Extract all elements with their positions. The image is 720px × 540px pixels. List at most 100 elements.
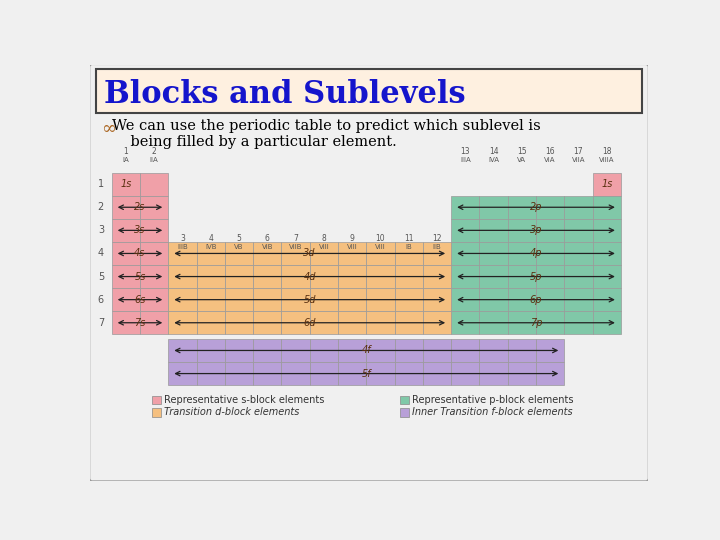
- Bar: [564, 219, 593, 242]
- Bar: [423, 311, 451, 334]
- Bar: [197, 311, 225, 334]
- Text: Representative s-block elements: Representative s-block elements: [163, 395, 324, 405]
- Bar: [508, 339, 536, 362]
- Bar: [172, 385, 572, 389]
- Bar: [253, 311, 282, 334]
- Text: 1s: 1s: [601, 179, 613, 189]
- Bar: [366, 265, 395, 288]
- Bar: [140, 242, 168, 265]
- Bar: [451, 288, 480, 311]
- Bar: [564, 311, 593, 334]
- Bar: [310, 362, 338, 385]
- Bar: [480, 195, 508, 219]
- Bar: [593, 265, 621, 288]
- Text: VIII: VIII: [375, 245, 386, 251]
- Bar: [112, 265, 140, 288]
- Bar: [423, 265, 451, 288]
- Text: VIB: VIB: [261, 245, 273, 251]
- Bar: [168, 265, 197, 288]
- Text: VIIA: VIIA: [572, 157, 585, 164]
- Text: We can use the periodic table to predict which sublevel is
    being filled by a: We can use the periodic table to predict…: [112, 119, 541, 149]
- Bar: [168, 242, 197, 265]
- Text: 3: 3: [180, 234, 185, 244]
- Bar: [593, 288, 621, 311]
- Text: 2p: 2p: [530, 202, 542, 212]
- Bar: [593, 173, 621, 195]
- Bar: [395, 362, 423, 385]
- Text: 5s: 5s: [135, 272, 145, 281]
- Bar: [168, 288, 197, 311]
- Text: 16: 16: [545, 147, 555, 156]
- Text: VA: VA: [518, 157, 526, 164]
- Text: 2: 2: [152, 147, 156, 156]
- Bar: [564, 343, 568, 389]
- Text: 3d: 3d: [303, 248, 316, 259]
- Bar: [451, 265, 480, 288]
- Bar: [480, 242, 508, 265]
- Bar: [536, 265, 564, 288]
- Bar: [338, 265, 366, 288]
- Bar: [253, 265, 282, 288]
- Bar: [508, 265, 536, 288]
- Text: 2s: 2s: [135, 202, 145, 212]
- Bar: [564, 265, 593, 288]
- Bar: [282, 265, 310, 288]
- Text: 11: 11: [404, 234, 413, 244]
- Bar: [140, 195, 168, 219]
- Text: 6s: 6s: [135, 295, 145, 305]
- Bar: [152, 396, 161, 404]
- Bar: [140, 173, 168, 195]
- Text: 3s: 3s: [135, 225, 145, 235]
- Bar: [480, 362, 508, 385]
- Text: 18: 18: [602, 147, 611, 156]
- Text: IIIB: IIIB: [177, 245, 188, 251]
- Text: 4: 4: [98, 248, 104, 259]
- Text: 1s: 1s: [120, 179, 132, 189]
- Bar: [451, 362, 480, 385]
- Bar: [225, 288, 253, 311]
- Bar: [400, 408, 408, 417]
- Bar: [536, 362, 564, 385]
- Bar: [423, 339, 451, 362]
- Bar: [451, 219, 480, 242]
- Bar: [395, 339, 423, 362]
- Bar: [282, 362, 310, 385]
- Bar: [112, 288, 140, 311]
- Bar: [225, 339, 253, 362]
- Bar: [225, 311, 253, 334]
- Text: Blocks and Sublevels: Blocks and Sublevels: [104, 78, 466, 110]
- Text: IVB: IVB: [205, 245, 217, 251]
- Bar: [310, 288, 338, 311]
- Bar: [112, 195, 140, 219]
- Text: 7s: 7s: [135, 318, 145, 328]
- Bar: [197, 242, 225, 265]
- Bar: [508, 242, 536, 265]
- Bar: [395, 265, 423, 288]
- Bar: [508, 362, 536, 385]
- Bar: [140, 219, 168, 242]
- Bar: [593, 195, 621, 219]
- Text: 6d: 6d: [303, 318, 316, 328]
- Text: 4d: 4d: [303, 272, 316, 281]
- Bar: [508, 288, 536, 311]
- Bar: [338, 362, 366, 385]
- Bar: [593, 242, 621, 265]
- Text: VIII: VIII: [347, 245, 358, 251]
- Bar: [480, 311, 508, 334]
- Bar: [564, 242, 593, 265]
- Text: 4s: 4s: [135, 248, 145, 259]
- Text: IIB: IIB: [433, 245, 441, 251]
- Bar: [423, 242, 451, 265]
- Bar: [253, 339, 282, 362]
- Text: 4: 4: [208, 234, 213, 244]
- Text: 15: 15: [517, 147, 527, 156]
- Bar: [451, 242, 480, 265]
- Bar: [480, 219, 508, 242]
- Bar: [338, 311, 366, 334]
- Text: Representative p-block elements: Representative p-block elements: [412, 395, 573, 405]
- Text: 5: 5: [98, 272, 104, 281]
- Text: 5: 5: [237, 234, 241, 244]
- Text: 2: 2: [98, 202, 104, 212]
- Bar: [112, 173, 140, 195]
- Text: 5p: 5p: [530, 272, 542, 281]
